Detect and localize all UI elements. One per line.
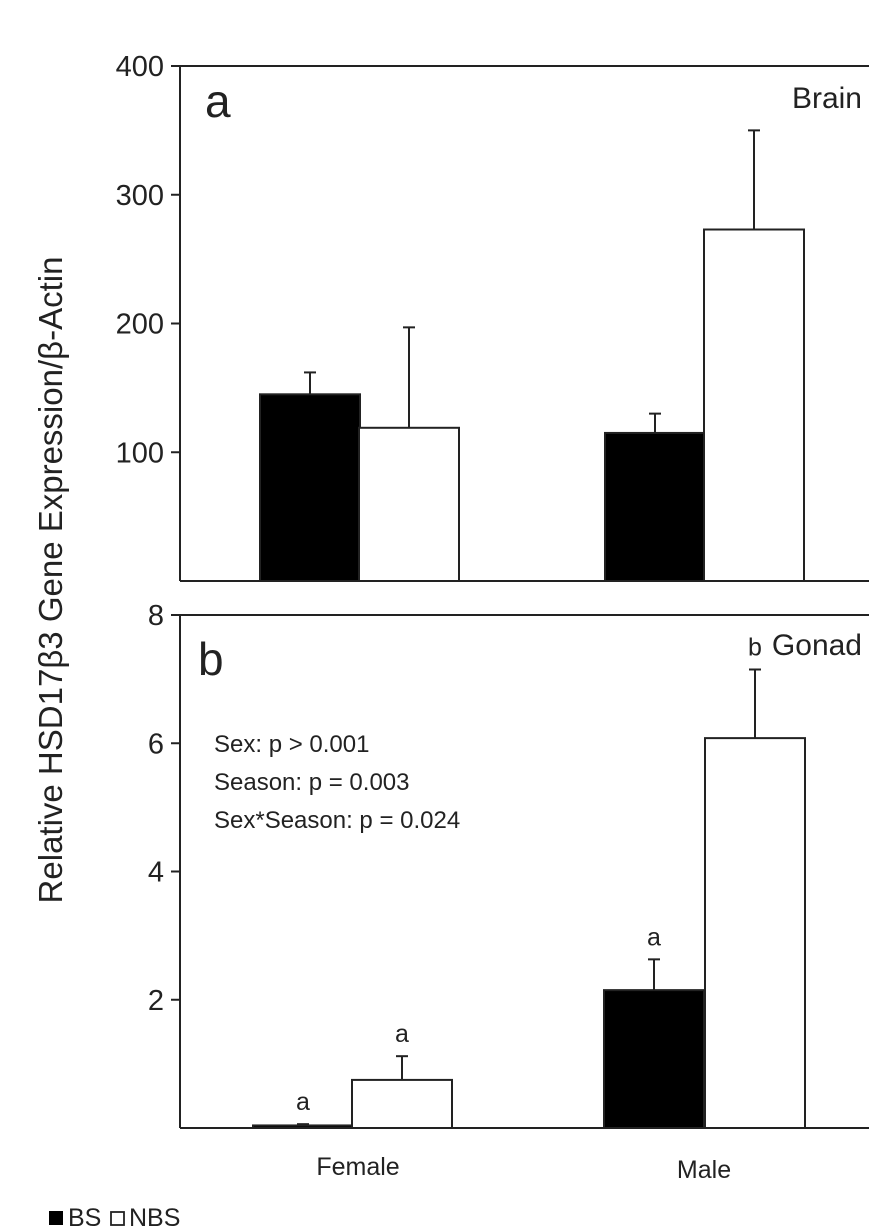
x-tick-label-female: Female — [316, 1153, 399, 1181]
x-tick-label-male: Male — [677, 1156, 731, 1184]
y-tick-label: 100 — [116, 437, 164, 469]
significance-letter: a — [296, 1088, 310, 1116]
panel-b-gonad: 2 4 6 8 b Gonad a a a b Sex: p > 0.001 Season: p = … — [148, 600, 869, 1130]
y-tick-label: 4 — [148, 857, 164, 889]
significance-letter: a — [395, 1020, 409, 1048]
bar-nbs-male — [703, 228, 805, 582]
bar-nbs-female — [358, 426, 460, 582]
y-axis-label: Relative HSD17β3 Gene Expression/β-Actin — [32, 257, 69, 904]
panel-letter: a — [205, 75, 231, 127]
bar-bs-female — [252, 1124, 354, 1130]
y-tick-label: 400 — [116, 51, 164, 83]
legend-label-bs: BS — [68, 1204, 101, 1232]
stats-annotation-line: Season: p = 0.003 — [214, 769, 410, 796]
legend-label-nbs: NBS — [129, 1204, 180, 1232]
panel-a-brain: 100 200 300 400 a Brain — [116, 51, 869, 582]
y-tick-label: 200 — [116, 309, 164, 341]
bar-nbs-male — [704, 737, 806, 1129]
bar-nbs-female — [351, 1078, 453, 1129]
y-tick-label: 2 — [148, 985, 164, 1017]
bar-bs-male — [603, 989, 705, 1129]
y-tick-label: 8 — [148, 600, 164, 632]
panel-letter: b — [198, 633, 224, 685]
significance-letter: b — [748, 634, 762, 662]
legend-swatch-nbs — [110, 1211, 125, 1226]
significance-letter: a — [647, 923, 661, 951]
legend: BS NBS — [49, 1204, 180, 1232]
y-tick-label: 6 — [148, 728, 164, 760]
stats-annotation-line: Sex: p > 0.001 — [214, 731, 369, 758]
bar-bs-male — [604, 431, 706, 582]
panel-tissue-label: Gonad — [772, 629, 862, 662]
legend-swatch-bs — [49, 1211, 63, 1225]
stats-annotation-line: Sex*Season: p = 0.024 — [214, 807, 460, 834]
y-tick-label: 300 — [116, 180, 164, 212]
bar-bs-female — [259, 393, 361, 582]
panel-tissue-label: Brain — [792, 82, 862, 115]
